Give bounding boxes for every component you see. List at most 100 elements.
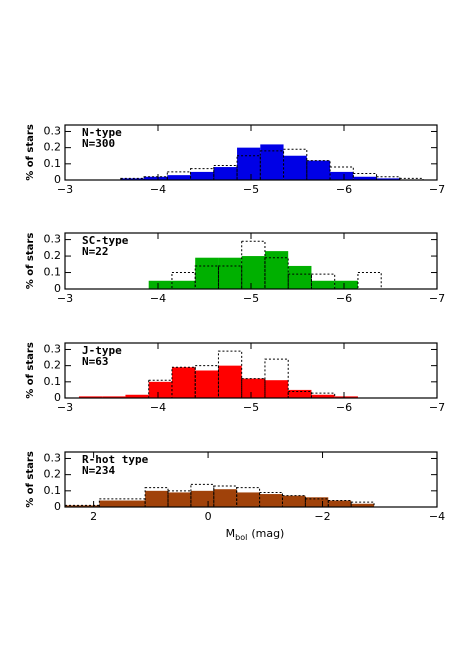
outline-bar [259, 150, 285, 181]
x-tick-label: 2 [90, 510, 97, 523]
x-tick-label: −3 [57, 292, 73, 305]
annotation: N=63 [82, 355, 109, 368]
x-tick-label: −6 [336, 183, 352, 196]
bar [236, 492, 260, 507]
annotation: N=234 [82, 464, 115, 477]
bar [102, 396, 126, 398]
y-tick-label: 0.1 [44, 484, 62, 497]
y-tick-label: 0.3 [44, 451, 62, 464]
x-tick-label: −4 [150, 401, 166, 414]
y-tick-label: 0.3 [44, 342, 62, 355]
bar [237, 147, 261, 180]
y-axis-label: % of stars [25, 124, 36, 181]
x-tick-label: −2 [314, 510, 330, 523]
bar [351, 503, 375, 507]
x-tick-label: −6 [336, 401, 352, 414]
outline-bar [213, 485, 238, 508]
y-tick-label: 0.1 [44, 266, 62, 279]
x-tick-label: −5 [243, 292, 259, 305]
bar [99, 500, 146, 507]
bar [264, 380, 289, 398]
y-tick-label: 0.1 [44, 157, 62, 170]
bar [376, 178, 400, 180]
annotation: N=300 [82, 137, 115, 150]
x-tick-label: −7 [429, 292, 445, 305]
bar [218, 257, 242, 289]
bar [305, 497, 329, 507]
x-axis-label-part: M [226, 527, 236, 540]
bar [288, 265, 312, 289]
bar [288, 389, 312, 398]
annotation: J-type [82, 344, 122, 357]
annotation: N-type [82, 126, 122, 139]
outline-bar [241, 378, 266, 399]
annotation: N=22 [82, 245, 109, 258]
y-tick-label: 0.2 [44, 249, 62, 262]
annotation: R-hot type [82, 453, 149, 466]
y-tick-label: 0.2 [44, 141, 62, 154]
y-tick-label: 0.3 [44, 124, 62, 137]
bar [334, 396, 358, 398]
y-tick-label: 0.2 [44, 468, 62, 481]
bar [241, 378, 265, 398]
outline-bar [304, 498, 329, 508]
x-tick-label: −7 [429, 401, 445, 414]
x-tick-label: −3 [57, 183, 73, 196]
bar [195, 257, 219, 289]
bar [328, 500, 352, 507]
bar [148, 381, 172, 398]
x-tick-label: −4 [150, 292, 166, 305]
bar [213, 167, 238, 180]
x-tick-label: 0 [205, 510, 212, 523]
x-tick-label: −5 [243, 183, 259, 196]
x-axis-label-part: (mag) [251, 527, 284, 540]
bar [330, 171, 354, 180]
outline-bar [310, 392, 336, 399]
bar [283, 155, 307, 180]
y-tick-label: 0 [54, 500, 61, 513]
bar [168, 492, 191, 507]
bar [241, 256, 265, 289]
y-axis-label: % of stars [25, 233, 36, 290]
y-tick-label: 0 [54, 282, 61, 295]
y-tick-label: 0 [54, 391, 61, 404]
x-tick-label: −4 [150, 183, 166, 196]
y-tick-label: 0.2 [44, 359, 62, 372]
bar [171, 367, 196, 398]
bar [144, 176, 168, 180]
y-tick-label: 0 [54, 173, 61, 186]
plot-frame [64, 451, 438, 508]
bar [306, 160, 331, 180]
y-axis-label: % of stars [25, 451, 36, 508]
bar [311, 394, 335, 398]
outline-bar [264, 257, 289, 290]
bar [353, 176, 377, 180]
y-tick-label: 0.3 [44, 233, 62, 246]
bar [78, 396, 103, 398]
outline-bar [357, 272, 382, 290]
x-tick-label: −7 [429, 183, 445, 196]
bar [311, 280, 335, 289]
bar [125, 394, 149, 398]
bar [218, 365, 242, 398]
bar [259, 494, 283, 507]
x-axis-label-part: bol [235, 533, 247, 542]
annotation: SC-type [82, 234, 129, 247]
x-tick-label: −3 [57, 401, 73, 414]
bar [120, 178, 145, 180]
y-tick-label: 0.1 [44, 375, 62, 388]
bar [264, 251, 289, 289]
y-axis-label: % of stars [25, 342, 36, 399]
bar [334, 280, 358, 289]
x-tick-label: −6 [336, 292, 352, 305]
bar [195, 370, 219, 398]
outline-bar [190, 168, 215, 181]
bar [260, 144, 284, 180]
outline-bar [350, 501, 375, 508]
bar [190, 490, 214, 507]
x-tick-label: −4 [429, 510, 445, 523]
bar [145, 490, 169, 507]
x-axis-label: Mbol (mag) [226, 527, 285, 542]
x-tick-label: −5 [243, 401, 259, 414]
